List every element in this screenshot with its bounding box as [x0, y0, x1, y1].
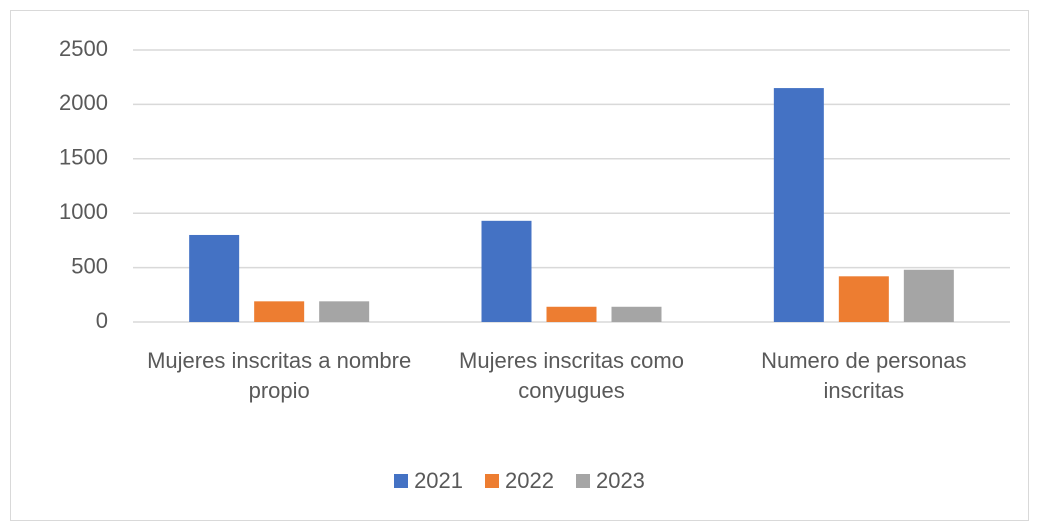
y-tick-label: 2000 — [59, 90, 108, 115]
y-tick-label: 1500 — [59, 145, 108, 170]
legend: 2021 2022 2023 — [0, 468, 1039, 494]
bar — [546, 306, 597, 322]
bar — [254, 301, 305, 322]
legend-label: 2021 — [414, 468, 464, 493]
legend-item: 2021 — [394, 468, 463, 494]
legend-label: 2023 — [595, 468, 645, 493]
legend-item: 2023 — [575, 468, 645, 494]
x-tick-label: Mujeres inscritas como conyugues — [459, 348, 684, 403]
bar — [903, 269, 954, 322]
legend-swatch — [485, 474, 500, 488]
legend-label: 2022 — [505, 468, 554, 493]
bar — [481, 220, 532, 322]
legend-item: 2022 — [485, 468, 554, 494]
legend-swatch — [394, 474, 409, 488]
y-tick-label: 0 — [96, 308, 108, 333]
y-tick-label: 500 — [71, 253, 108, 278]
x-tick-label: Mujeres inscritas a nombre propio — [147, 348, 412, 403]
y-tick-label: 1000 — [59, 199, 108, 224]
bar — [189, 234, 240, 322]
bar — [319, 301, 370, 322]
legend-swatch — [575, 474, 590, 488]
bar — [838, 276, 889, 322]
bar — [611, 306, 662, 322]
y-tick-label: 2500 — [59, 36, 108, 61]
x-tick-label: Numero de personas inscritas — [761, 348, 967, 403]
chart-border — [10, 10, 1029, 521]
bar — [773, 88, 824, 322]
